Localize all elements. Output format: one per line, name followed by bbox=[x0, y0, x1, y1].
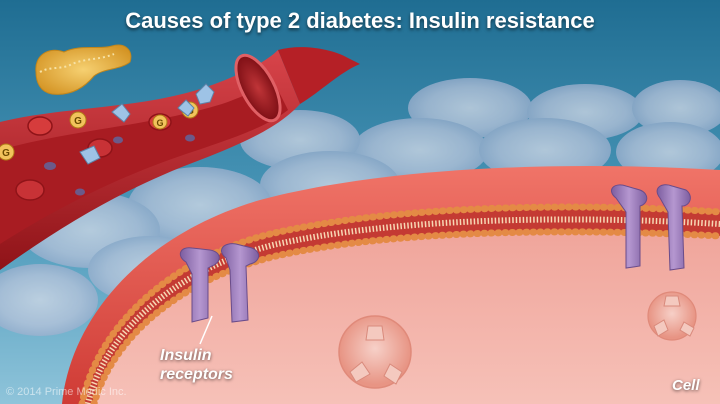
svg-text:G: G bbox=[156, 118, 163, 128]
pancreas-icon bbox=[35, 44, 132, 95]
insulin-receptor-icon bbox=[179, 243, 259, 323]
glucose-transporter-icon bbox=[338, 291, 697, 389]
copyright-notice: © 2014 Prime Medic Inc. bbox=[6, 386, 127, 398]
svg-text:G: G bbox=[2, 148, 10, 159]
insulin-receptor-icon-2 bbox=[611, 184, 691, 271]
insulin-receptors-label-line2: receptors bbox=[160, 366, 233, 383]
cell-label: Cell bbox=[672, 377, 700, 394]
insulin-molecule-icon bbox=[79, 83, 215, 165]
insulin-receptors-label: Insulin receptors bbox=[160, 346, 270, 384]
receptor-pointer-line bbox=[199, 315, 213, 345]
svg-text:G: G bbox=[74, 116, 82, 127]
blood-vessel-illustration bbox=[0, 47, 360, 270]
page-title: Causes of type 2 diabetes: Insulin resis… bbox=[125, 8, 595, 33]
insulin-receptors-label-line1: Insulin bbox=[160, 347, 212, 364]
